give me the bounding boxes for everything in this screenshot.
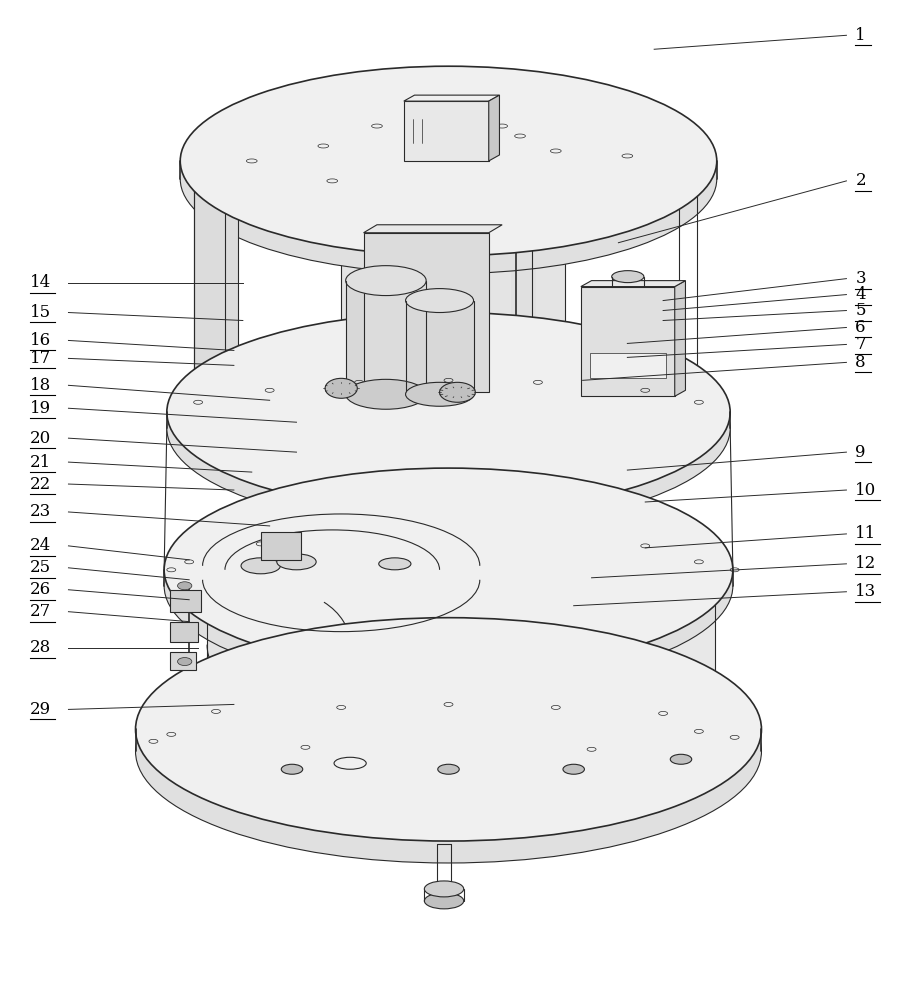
Text: 7: 7 (856, 336, 866, 353)
Text: 1: 1 (856, 27, 866, 44)
Text: 20: 20 (30, 430, 51, 447)
Polygon shape (341, 179, 565, 412)
Ellipse shape (277, 554, 316, 570)
Ellipse shape (241, 558, 281, 574)
Text: 29: 29 (30, 701, 51, 718)
Ellipse shape (135, 618, 762, 841)
Text: 22: 22 (30, 476, 51, 493)
Text: 3: 3 (856, 270, 866, 287)
Text: 6: 6 (856, 319, 866, 336)
Ellipse shape (180, 84, 717, 274)
Text: 12: 12 (856, 555, 876, 572)
Ellipse shape (164, 468, 733, 672)
Bar (590, 353, 666, 378)
Bar (170, 590, 201, 612)
Ellipse shape (405, 289, 474, 313)
Polygon shape (404, 95, 500, 101)
Text: 13: 13 (856, 583, 876, 600)
Ellipse shape (345, 266, 426, 296)
Bar (404, 101, 489, 161)
Ellipse shape (379, 558, 411, 570)
Text: 2: 2 (856, 172, 866, 189)
Bar (261, 532, 301, 560)
Polygon shape (345, 281, 426, 394)
Ellipse shape (164, 484, 733, 687)
Bar (363, 233, 489, 392)
Polygon shape (363, 225, 502, 233)
Polygon shape (675, 281, 685, 396)
Text: 8: 8 (856, 354, 866, 371)
Ellipse shape (424, 893, 464, 909)
Text: 23: 23 (30, 503, 51, 520)
Ellipse shape (180, 66, 717, 256)
Text: 25: 25 (30, 559, 51, 576)
Polygon shape (489, 95, 500, 161)
Text: 4: 4 (856, 286, 866, 303)
Ellipse shape (178, 658, 192, 666)
Text: 18: 18 (30, 377, 51, 394)
Polygon shape (207, 586, 448, 719)
Text: 16: 16 (30, 332, 51, 349)
Bar (581, 287, 675, 396)
Ellipse shape (167, 313, 730, 512)
Bar (511, 179, 536, 660)
Polygon shape (167, 412, 730, 428)
Ellipse shape (325, 378, 357, 398)
Text: 14: 14 (30, 274, 51, 291)
Text: 27: 27 (30, 603, 51, 620)
Text: 28: 28 (30, 639, 51, 656)
Text: 10: 10 (856, 482, 876, 499)
Text: 15: 15 (30, 304, 51, 321)
Ellipse shape (440, 382, 475, 402)
Ellipse shape (345, 379, 426, 409)
Polygon shape (135, 729, 762, 751)
Ellipse shape (167, 328, 730, 528)
Ellipse shape (282, 764, 303, 774)
Ellipse shape (563, 764, 585, 774)
Polygon shape (180, 161, 717, 179)
Ellipse shape (424, 881, 464, 897)
Ellipse shape (670, 754, 692, 764)
Polygon shape (405, 301, 474, 394)
Bar (170, 622, 198, 642)
Ellipse shape (612, 271, 644, 283)
Text: 19: 19 (30, 400, 51, 417)
Ellipse shape (178, 582, 192, 590)
Text: 11: 11 (856, 525, 876, 542)
Polygon shape (194, 179, 239, 412)
Ellipse shape (135, 640, 762, 863)
Polygon shape (448, 586, 715, 729)
Text: 9: 9 (856, 444, 866, 461)
Text: 21: 21 (30, 454, 51, 471)
Text: 26: 26 (30, 581, 51, 598)
Ellipse shape (405, 382, 474, 406)
Polygon shape (581, 281, 685, 287)
Text: 5: 5 (856, 302, 866, 319)
Text: 17: 17 (30, 350, 51, 367)
Ellipse shape (438, 764, 459, 774)
Text: 24: 24 (30, 537, 51, 554)
Polygon shape (164, 570, 733, 586)
Bar (170, 652, 196, 670)
